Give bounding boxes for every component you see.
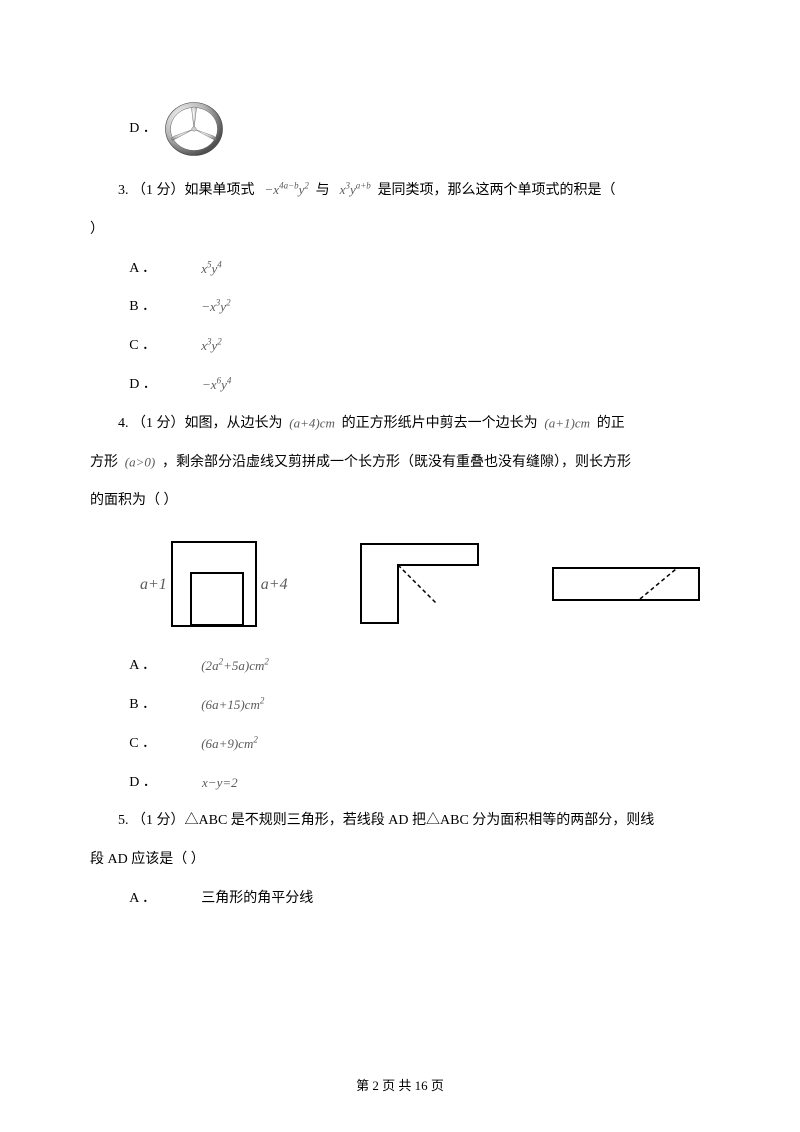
q4-mid1: 的正方形纸片中剪去一个边长为 bbox=[342, 416, 538, 431]
q3-option-c: C ． x3y2 bbox=[90, 331, 710, 362]
mercedes-logo-icon bbox=[163, 100, 225, 158]
q3-stem-line1: 3. （1 分）如果单项式 −x4a−by2 与 x3ya+b 是同类项，那么这… bbox=[90, 176, 710, 207]
page-footer: 第 2 页 共 16 页 bbox=[0, 1075, 800, 1094]
q3-optC-expr: x3y2 bbox=[162, 332, 222, 361]
q3-option-a: A ． x5y4 bbox=[90, 254, 710, 285]
q5-optA-text: 三角形的角平分线 bbox=[162, 884, 313, 915]
option-label: A ． bbox=[90, 254, 156, 285]
q3-optD-expr: −x6y4 bbox=[163, 371, 232, 400]
option-label: A ． bbox=[90, 884, 156, 915]
q4-stem-line3: 的面积为（ ） bbox=[90, 486, 710, 517]
q4-fig-rect-icon bbox=[552, 567, 700, 601]
q4-cond: (a>0) bbox=[122, 454, 159, 469]
q4-fig-left: a+1 a+4 bbox=[140, 541, 288, 627]
q4-optA-expr: (2a2+5a)cm2 bbox=[162, 652, 269, 681]
q4-fig-lshape-icon bbox=[360, 543, 480, 625]
option-label: D ． bbox=[90, 768, 157, 799]
q4-optD-expr: x−y=2 bbox=[163, 769, 238, 798]
q4-option-d: D ． x−y=2 bbox=[90, 768, 710, 799]
q4-fig-label-a1: a+1 bbox=[140, 567, 167, 602]
option-label: B ． bbox=[90, 292, 156, 323]
q5-stem-line2: 段 AD 应该是（ ） bbox=[90, 845, 710, 876]
q4-fig-label-a4: a+4 bbox=[261, 567, 288, 602]
option-label: D ． bbox=[129, 114, 157, 145]
q4-expr-a4: (a+4)cm bbox=[286, 415, 338, 430]
q3-expr1: −x4a−by2 bbox=[258, 182, 312, 197]
q4-stem-line2: 方形 (a>0) ，剩余部分沿虚线又剪拼成一个长方形（既没有重叠也没有缝隙），则… bbox=[90, 448, 710, 479]
q5-option-a: A ． 三角形的角平分线 bbox=[90, 884, 710, 915]
option-label: C ． bbox=[90, 331, 156, 362]
q4-figure-row: a+1 a+4 bbox=[90, 525, 710, 643]
q3-option-d: D ． −x6y4 bbox=[90, 370, 710, 401]
q4-expr-a1: (a+1)cm bbox=[541, 415, 593, 430]
q3-stem-line2: ） bbox=[90, 215, 710, 246]
q4-option-b: B ． (6a+15)cm2 bbox=[90, 690, 710, 721]
q4-option-a: A ． (2a2+5a)cm2 bbox=[90, 651, 710, 682]
option-label: A ． bbox=[90, 651, 156, 682]
q4-suffix1: 的正 bbox=[597, 416, 625, 431]
q4-line2a: 方形 bbox=[90, 455, 118, 470]
q3-optA-expr: x5y4 bbox=[162, 255, 222, 284]
q4-fig-square-icon bbox=[171, 541, 257, 627]
q4-stem-line1: 4. （1 分）如图，从边长为 (a+4)cm 的正方形纸片中剪去一个边长为 (… bbox=[90, 409, 710, 440]
q4-line2b: ，剩余部分沿虚线又剪拼成一个长方形（既没有重叠也没有缝隙），则长方形 bbox=[162, 455, 631, 470]
q3-mid1: 与 bbox=[316, 183, 330, 198]
option-label: B ． bbox=[90, 690, 156, 721]
q4-prefix: 4. （1 分）如图，从边长为 bbox=[118, 416, 283, 431]
q3-suffix: 是同类项，那么这两个单项式的积是（ bbox=[378, 183, 616, 198]
q5-stem-line1: 5. （1 分）△ABC 是不规则三角形，若线段 AD 把△ABC 分为面积相等… bbox=[90, 806, 710, 837]
q4-optC-expr: (6a+9)cm2 bbox=[162, 730, 258, 759]
q4-option-c: C ． (6a+9)cm2 bbox=[90, 729, 710, 760]
q3-option-b: B ． −x3y2 bbox=[90, 292, 710, 323]
option-label: D ． bbox=[90, 370, 157, 401]
q3-optB-expr: −x3y2 bbox=[162, 293, 231, 322]
q2-option-d: D ． bbox=[129, 100, 225, 158]
option-label: C ． bbox=[90, 729, 156, 760]
q4-optB-expr: (6a+15)cm2 bbox=[162, 691, 264, 720]
q3-prefix: 3. （1 分）如果单项式 bbox=[118, 183, 255, 198]
page-content: D ． bbox=[0, 0, 800, 983]
q3-expr2: x3ya+b bbox=[333, 182, 374, 197]
